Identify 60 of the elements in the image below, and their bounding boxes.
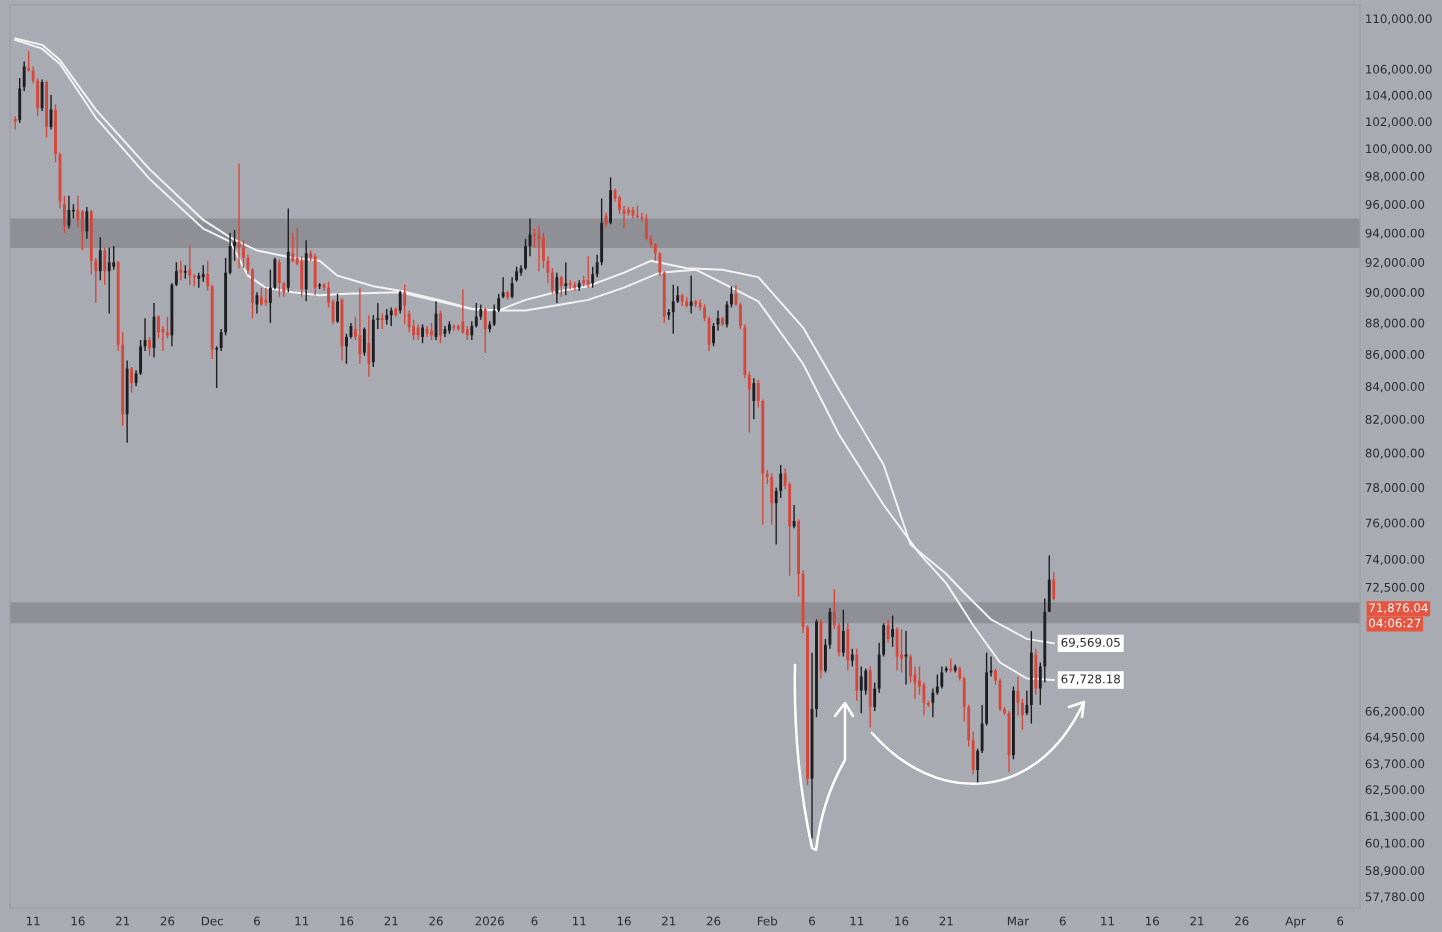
y-tick-label: 86,000.00 bbox=[1365, 349, 1425, 361]
y-tick-label: 110,000.00 bbox=[1366, 14, 1432, 25]
text: 71,876.04 bbox=[1369, 603, 1428, 614]
x-tick-label: 6 bbox=[809, 916, 816, 926]
y-tick-label: 90,000.00 bbox=[1365, 287, 1425, 299]
x-tick-label: 21 bbox=[662, 916, 676, 926]
x-tick-label: 26 bbox=[160, 916, 175, 926]
y-tick-label: 76,000.00 bbox=[1365, 518, 1425, 529]
x-tick-label: 16 bbox=[71, 916, 85, 926]
x-tick-label: Apr bbox=[1285, 916, 1306, 928]
x-tick-label: Feb bbox=[757, 916, 778, 926]
y-tick-label: 72,500.00 bbox=[1365, 582, 1425, 593]
y-tick-label: 106,000.00 bbox=[1366, 64, 1432, 75]
y-tick-label: 80,000.00 bbox=[1365, 448, 1425, 459]
x-tick-label: 11 bbox=[1101, 916, 1114, 926]
y-tick-label: 66,200.00 bbox=[1365, 706, 1425, 717]
y-tick-label: 92,000.00 bbox=[1365, 257, 1425, 269]
y-tick-label: 61,300.00 bbox=[1365, 811, 1425, 822]
y-tick-label: 104,000.00 bbox=[1366, 90, 1432, 101]
y-tick-label: 57,780.00 bbox=[1365, 892, 1425, 903]
y-tick-label: 74,000.00 bbox=[1365, 554, 1425, 566]
x-tick-label: 6 bbox=[1337, 916, 1344, 926]
y-tick-label: 94,000.00 bbox=[1365, 228, 1425, 239]
x-tick-label: 21 bbox=[1190, 916, 1204, 926]
x-tick-label: 2026 bbox=[475, 916, 504, 926]
y-tick-label: 96,000.00 bbox=[1365, 199, 1425, 211]
x-tick-label: 21 bbox=[116, 916, 130, 926]
y-tick-label: 84,000.00 bbox=[1365, 382, 1425, 393]
y-tick-label: 60,100.00 bbox=[1365, 838, 1425, 849]
y-tick-label: 102,000.00 bbox=[1366, 117, 1432, 128]
y-tick-label: 62,500.00 bbox=[1365, 785, 1425, 796]
y-tick-label: 98,000.00 bbox=[1365, 171, 1425, 182]
x-tick-label: 26 bbox=[706, 916, 721, 926]
x-tick-label: 11 bbox=[26, 916, 40, 926]
x-tick-label: Mar bbox=[1007, 916, 1030, 926]
x-tick-label: 6 bbox=[254, 916, 260, 926]
x-tick-label: 11 bbox=[573, 916, 586, 926]
x-tick-label: 21 bbox=[939, 916, 953, 926]
y-tick-label: 78,000.00 bbox=[1365, 483, 1425, 494]
y-tick-label: 88,000.00 bbox=[1365, 318, 1425, 329]
x-tick-label: 16 bbox=[617, 916, 631, 926]
x-tick-label: Dec bbox=[201, 916, 223, 926]
y-tick-label: 63,700.00 bbox=[1365, 759, 1425, 770]
x-tick-label: 11 bbox=[295, 916, 309, 926]
y-tick-label: 82,000.00 bbox=[1365, 414, 1425, 426]
x-tick-label: 16 bbox=[340, 916, 354, 926]
x-tick-label: 16 bbox=[1146, 916, 1159, 926]
text: 04:06:27 bbox=[1369, 618, 1421, 628]
x-tick-label: 26 bbox=[1235, 916, 1249, 926]
x-tick-label: 21 bbox=[384, 916, 398, 926]
data-label: 69,569.05 bbox=[1061, 637, 1120, 649]
x-tick-label: 6 bbox=[531, 916, 538, 926]
x-tick-label: 26 bbox=[429, 916, 443, 926]
x-tick-label: 16 bbox=[895, 916, 909, 926]
x-tick-label: 6 bbox=[1059, 916, 1066, 926]
y-tick-label: 100,000.00 bbox=[1366, 144, 1432, 155]
x-tick-label: 11 bbox=[850, 916, 864, 926]
data-label: 67,728.18 bbox=[1061, 674, 1120, 685]
y-tick-label: 58,900.00 bbox=[1365, 866, 1425, 877]
y-tick-label: 64,950.00 bbox=[1365, 732, 1425, 743]
